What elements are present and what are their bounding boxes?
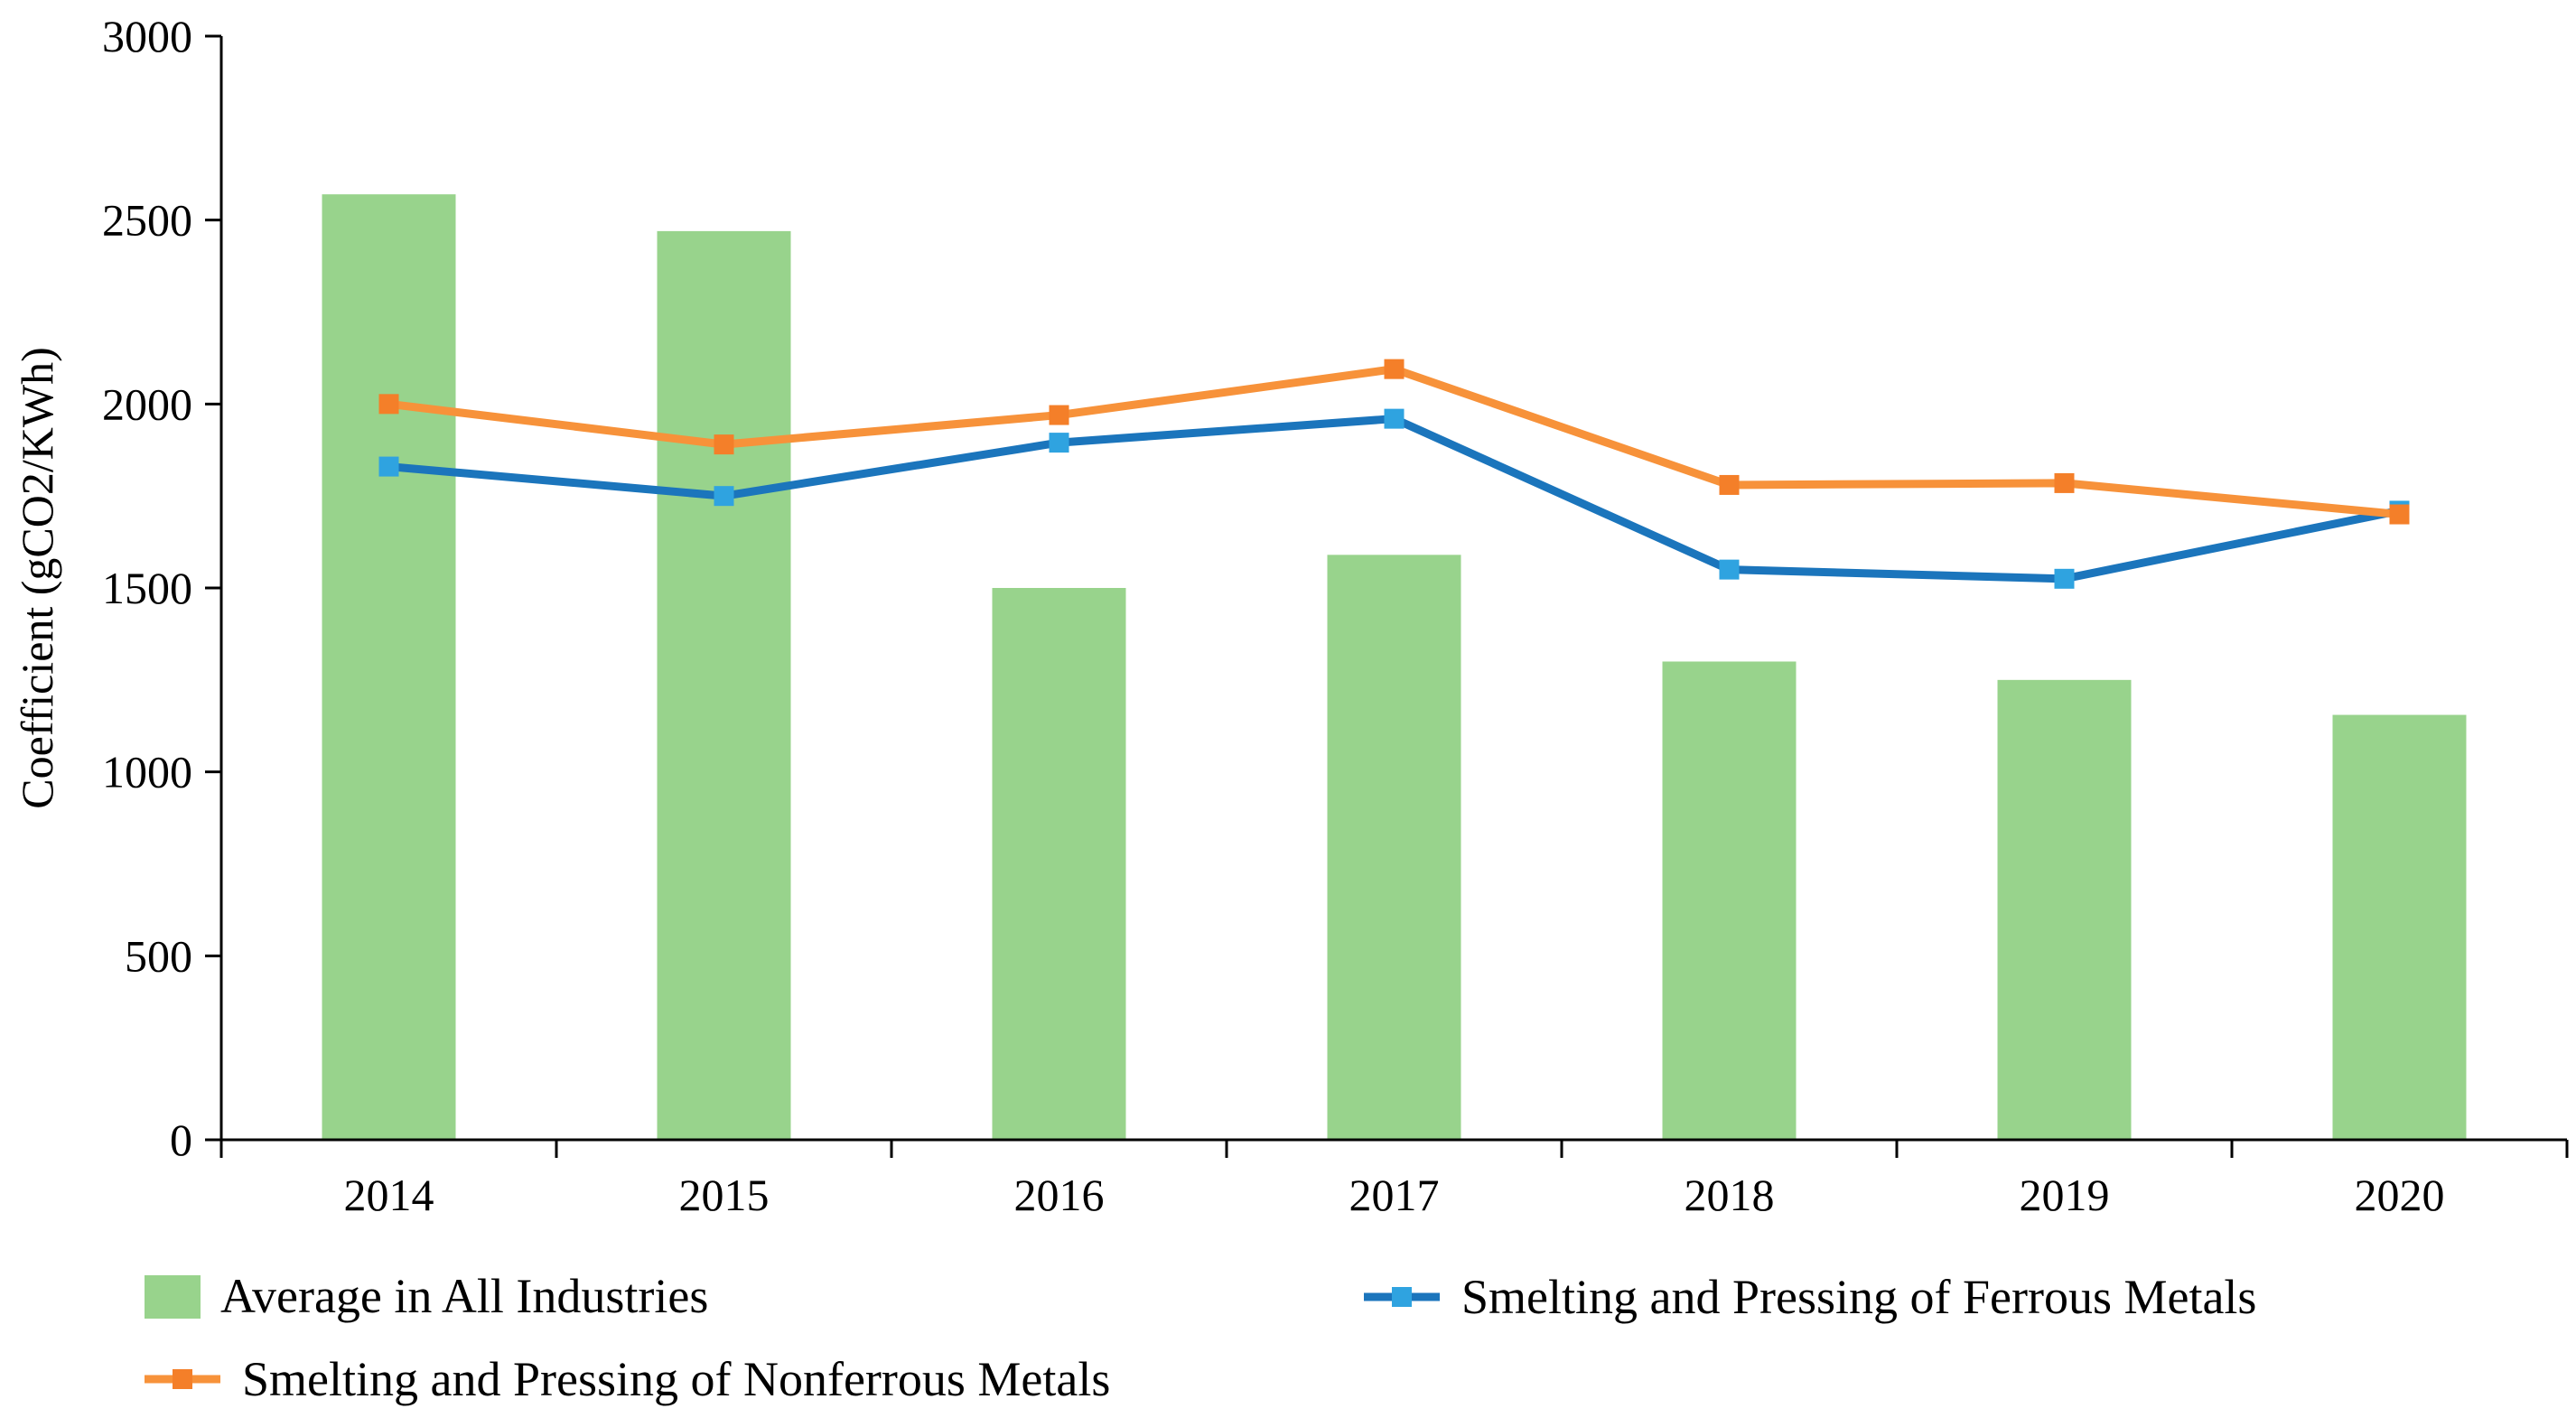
- legend-label-nonferrous: Smelting and Pressing of Nonferrous Meta…: [242, 1352, 1110, 1406]
- x-tick-label: 2019: [2020, 1170, 2110, 1220]
- point-ferrous-2017: [1384, 408, 1405, 429]
- point-nonferrous-2019: [2054, 472, 2075, 493]
- point-nonferrous-2020: [2389, 504, 2410, 525]
- point-nonferrous-2016: [1049, 405, 1069, 425]
- y-axis-title: Coefficient (gCO2/KWh): [12, 347, 62, 808]
- bar-2019: [1997, 679, 2132, 1140]
- point-nonferrous-2017: [1384, 359, 1405, 379]
- point-ferrous-2018: [1719, 559, 1740, 580]
- x-tick-label: 2018: [1685, 1170, 1775, 1220]
- point-ferrous-2015: [714, 486, 734, 507]
- y-tick-label: 0: [170, 1115, 192, 1165]
- legend-label-ferrous: Smelting and Pressing of Ferrous Metals: [1461, 1270, 2256, 1324]
- legend-marker-ferrous: [1392, 1287, 1412, 1307]
- point-ferrous-2014: [378, 456, 399, 477]
- bar-2014: [322, 194, 456, 1141]
- point-nonferrous-2015: [714, 434, 734, 455]
- bars-layer: [322, 194, 2467, 1141]
- bar-2016: [992, 588, 1126, 1140]
- y-tick-label: 500: [125, 930, 192, 981]
- point-ferrous-2019: [2054, 568, 2075, 589]
- point-nonferrous-2018: [1719, 474, 1740, 495]
- x-tick-label: 2016: [1014, 1170, 1105, 1220]
- legend: Average in All Industries Smelting and Pr…: [145, 1269, 2256, 1406]
- legend-label-average: Average in All Industries: [220, 1269, 708, 1323]
- y-tick-label: 2000: [102, 378, 192, 429]
- legend-marker-nonferrous: [173, 1369, 192, 1389]
- legend-swatch-average: [145, 1275, 201, 1319]
- bar-2018: [1662, 661, 1797, 1140]
- y-tick-label: 3000: [102, 11, 192, 61]
- x-tick-label: 2017: [1349, 1170, 1440, 1220]
- bar-2020: [2332, 714, 2467, 1140]
- bar-2015: [657, 230, 791, 1141]
- point-ferrous-2016: [1049, 433, 1069, 453]
- ticks-layer: 0 500 1000 1500 2000 2500 3000 2014 2015 2016 2017…: [102, 11, 2569, 1220]
- y-tick-label: 1500: [102, 563, 192, 613]
- lines-layer: [378, 359, 2410, 589]
- point-nonferrous-2014: [378, 394, 399, 415]
- x-tick-label: 2020: [2355, 1170, 2445, 1220]
- x-tick-label: 2015: [679, 1170, 770, 1220]
- y-tick-label: 2500: [102, 195, 192, 246]
- bar-2017: [1327, 555, 1461, 1140]
- x-tick-label: 2014: [344, 1170, 434, 1220]
- y-tick-label: 1000: [102, 747, 192, 797]
